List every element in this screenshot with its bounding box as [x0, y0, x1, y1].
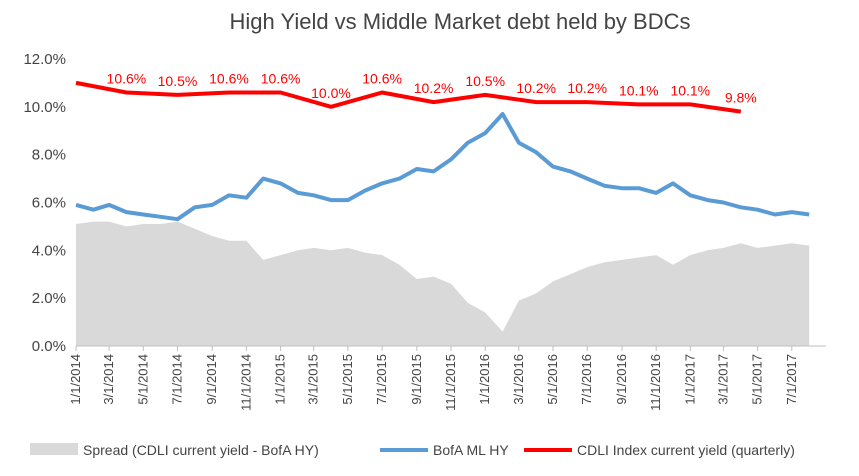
x-tick-label: 3/1/2017 — [715, 354, 730, 405]
x-tick-label: 3/1/2015 — [306, 354, 321, 405]
x-tick-label: 1/1/2014 — [68, 354, 83, 405]
cdli-line — [75, 80, 742, 114]
y-tick-label: 10.0% — [23, 99, 66, 116]
cdli-data-label: 10.5% — [158, 73, 198, 89]
y-tick-label: 2.0% — [32, 290, 66, 307]
legend-swatch — [30, 443, 78, 455]
legend-label: CDLI Index current yield (quarterly) — [577, 442, 795, 458]
plot-area: 10.6% 10.5% 10.6% 10.6% 10.0% 10.6% 10.2% 10.5%… — [23, 51, 826, 411]
y-tick-label: 0.0% — [32, 338, 66, 355]
cdli-data-label: 10.1% — [670, 82, 710, 98]
cdli-data-label: 10.6% — [261, 71, 301, 87]
x-tick-label: 3/1/2016 — [511, 354, 526, 405]
x-tick-label: 11/1/2015 — [443, 354, 458, 411]
x-tick-label: 5/1/2016 — [545, 354, 560, 405]
x-tick-label: 9/1/2015 — [409, 354, 424, 405]
cdli-series: 10.6% 10.5% 10.6% 10.6% 10.0% 10.6% 10.2% 10.5%… — [75, 71, 757, 114]
x-tick-label: 11/1/2014 — [238, 354, 253, 411]
x-tick-label: 5/1/2014 — [135, 354, 150, 405]
cdli-data-label: 10.6% — [362, 71, 402, 87]
bofa-hy-line — [75, 112, 810, 222]
x-tick-label: 9/1/2014 — [204, 354, 219, 405]
x-tick-label: 1/1/2016 — [477, 354, 492, 405]
cdli-data-label: 10.6% — [209, 71, 249, 87]
x-tick-label: 7/1/2016 — [579, 354, 594, 405]
cdli-data-label: 10.6% — [107, 71, 147, 87]
y-tick-label: 4.0% — [32, 242, 66, 259]
x-tick-label: 7/1/2014 — [170, 354, 185, 405]
spread-area-series — [76, 221, 810, 346]
cdli-data-label: 9.8% — [725, 90, 757, 106]
x-tick-label: 5/1/2017 — [750, 354, 765, 405]
spread-area — [76, 221, 810, 346]
cdli-data-label: 10.1% — [619, 82, 659, 98]
legend-item-bofa-hy: BofA ML HY — [380, 442, 509, 458]
x-tick-label: 1/1/2017 — [682, 354, 697, 405]
y-tick-label: 12.0% — [23, 51, 66, 68]
cdli-data-label: 10.2% — [414, 80, 454, 96]
x-tick-label: 3/1/2014 — [101, 354, 116, 405]
cdli-data-label: 10.0% — [311, 85, 351, 101]
cdli-data-label: 10.2% — [516, 80, 556, 96]
axes: 0.0% 2.0% 4.0% 6.0% 8.0% 10.0% 12.0% 1/1/2014 3/… — [23, 51, 826, 411]
y-tick-label: 8.0% — [32, 147, 66, 164]
x-tick-label: 11/1/2016 — [648, 354, 663, 411]
x-tick-label: 5/1/2015 — [340, 354, 355, 405]
legend-label: Spread (CDLI current yield - BofA HY) — [83, 442, 319, 458]
bofa-hy-series — [75, 112, 810, 222]
cdli-data-label: 10.5% — [465, 73, 505, 89]
y-tick-label: 6.0% — [32, 195, 66, 212]
x-tick-label: 1/1/2015 — [273, 354, 288, 405]
legend-item-spread: Spread (CDLI current yield - BofA HY) — [30, 442, 319, 458]
chart-title: High Yield vs Middle Market debt held by… — [230, 9, 691, 34]
x-tick-label: 7/1/2015 — [374, 354, 389, 405]
x-tick-label: 7/1/2017 — [784, 354, 799, 405]
legend: Spread (CDLI current yield - BofA HY) Bof… — [30, 442, 795, 458]
cdli-data-label: 10.2% — [567, 80, 607, 96]
legend-label: BofA ML HY — [433, 442, 509, 458]
x-tick-label: 9/1/2016 — [614, 354, 629, 405]
legend-item-cdli: CDLI Index current yield (quarterly) — [524, 442, 795, 458]
